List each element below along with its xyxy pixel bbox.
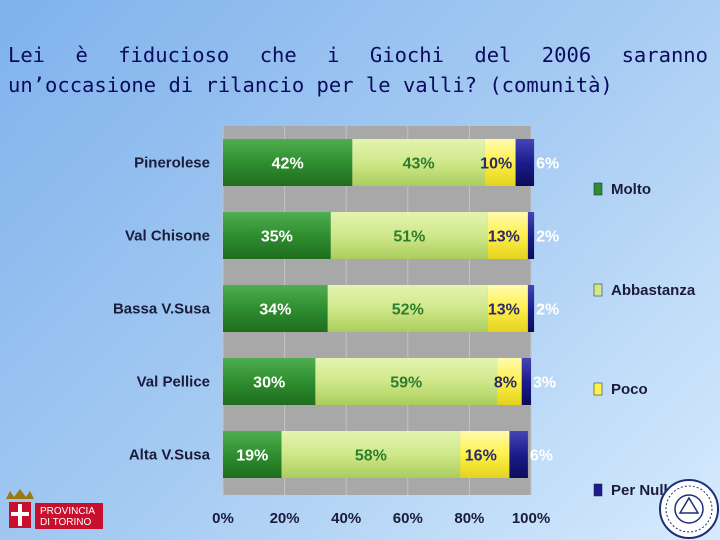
logo-text-provincia: PROVINCIA [40, 506, 95, 517]
bar-segment [497, 358, 522, 405]
bar-segment [515, 139, 535, 186]
category-label: Alta V.Susa [129, 447, 211, 464]
data-label: 58% [355, 448, 387, 465]
category-label: Bassa V.Susa [113, 301, 211, 318]
data-label: 59% [390, 375, 422, 392]
provincia-di-torino-logo: PROVINCIA DI TORINO [6, 489, 103, 529]
bar-segment [352, 139, 485, 186]
data-label: 35% [261, 229, 293, 246]
data-label: 3% [533, 375, 556, 392]
page-title: Lei è fiducioso che i Giochi del 2006 sa… [8, 43, 708, 97]
category-label: Val Chisone [125, 228, 210, 245]
legend-label: Poco [611, 381, 648, 398]
data-label: 16% [465, 448, 497, 465]
data-label: 2% [536, 302, 559, 319]
x-tick-label: 20% [270, 510, 300, 527]
bar-segment [527, 212, 535, 259]
bar-segment [460, 431, 510, 478]
bar-segment [330, 212, 488, 259]
bar-segment [487, 212, 528, 259]
x-tick-label: 80% [454, 510, 484, 527]
x-tick-label: 100% [512, 510, 550, 527]
x-tick-label: 0% [212, 510, 234, 527]
bar-segment [223, 358, 316, 405]
bar-segment [484, 139, 516, 186]
legend-swatch [593, 283, 603, 297]
data-label: 2% [536, 229, 559, 246]
data-label: 6% [536, 156, 559, 173]
bar-segment [509, 431, 528, 478]
bar-segment [487, 285, 528, 332]
x-tick-label: 40% [331, 510, 361, 527]
category-label: Pinerolese [134, 155, 210, 172]
round-seal-icon [659, 479, 719, 539]
category-label: Val Pellice [137, 374, 210, 391]
legend-label: Molto [611, 181, 651, 198]
data-label: 43% [403, 156, 435, 173]
data-label: 51% [393, 229, 425, 246]
data-label: 34% [259, 302, 291, 319]
bar-segment [223, 431, 282, 478]
legend-swatch [593, 382, 603, 396]
data-label: 8% [494, 375, 517, 392]
legend-label: Per Nulla [611, 482, 677, 499]
data-label: 19% [236, 448, 268, 465]
data-label: 10% [480, 156, 512, 173]
data-label: 13% [488, 229, 520, 246]
bar-segment [327, 285, 488, 332]
legend-swatch [593, 182, 603, 196]
data-label: 42% [272, 156, 304, 173]
bar-segment [223, 285, 328, 332]
crown-icon [6, 489, 34, 499]
data-label: 30% [253, 375, 285, 392]
bar-segment [281, 431, 461, 478]
bar-segment [521, 358, 531, 405]
data-label: 52% [392, 302, 424, 319]
bar-segment [315, 358, 498, 405]
bar-segment [223, 212, 331, 259]
data-label: 13% [488, 302, 520, 319]
bar-segment [527, 285, 535, 332]
logo-text-torino: DI TORINO [40, 517, 92, 528]
bar-segment [223, 139, 353, 186]
data-label: 6% [530, 448, 553, 465]
x-tick-label: 60% [393, 510, 423, 527]
legend-swatch [593, 483, 603, 497]
legend-label: Abbastanza [611, 282, 696, 299]
